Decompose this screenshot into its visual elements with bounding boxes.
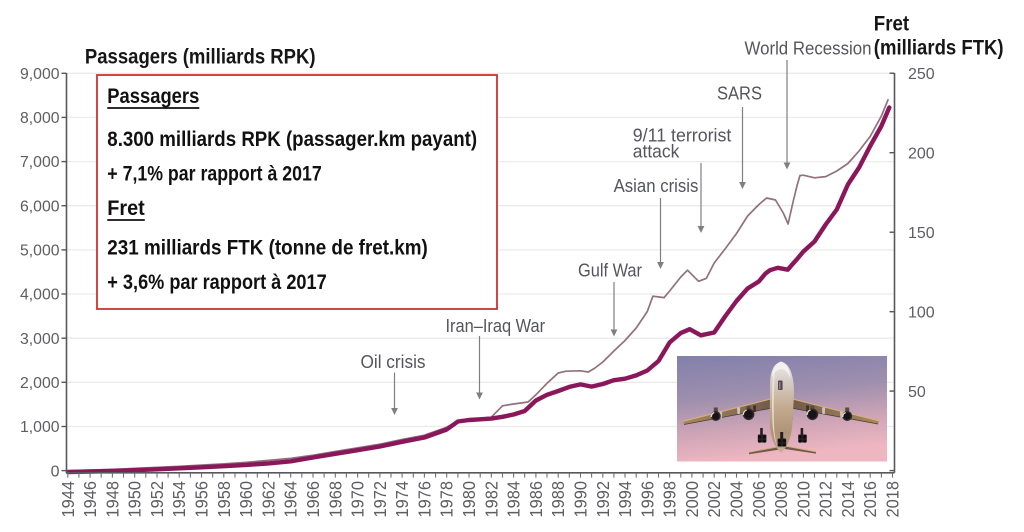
svg-text:2018: 2018	[883, 481, 903, 518]
svg-text:1982: 1982	[481, 481, 501, 518]
svg-text:100: 100	[908, 304, 935, 321]
svg-text:1,000: 1,000	[20, 419, 60, 436]
svg-text:(milliards FTK): (milliards FTK)	[874, 37, 1004, 60]
svg-text:2004: 2004	[727, 481, 747, 518]
svg-text:SARS: SARS	[717, 84, 762, 104]
svg-text:2012: 2012	[816, 481, 836, 518]
svg-text:1988: 1988	[548, 481, 568, 518]
svg-text:231 milliards FTK (tonne de fr: 231 milliards FTK (tonne de fret.km)	[107, 237, 428, 260]
svg-text:+ 7,1% par rapport à 2017: + 7,1% par rapport à 2017	[107, 163, 321, 186]
svg-text:250: 250	[908, 66, 935, 83]
svg-text:150: 150	[908, 225, 935, 242]
svg-text:1984: 1984	[504, 481, 524, 518]
svg-text:1972: 1972	[370, 481, 390, 518]
svg-text:Fret: Fret	[874, 13, 909, 36]
svg-text:1962: 1962	[258, 481, 278, 518]
svg-text:Fret: Fret	[107, 197, 145, 220]
svg-text:Iran–Iraq War: Iran–Iraq War	[446, 316, 546, 336]
svg-text:1956: 1956	[192, 481, 212, 518]
svg-text:1946: 1946	[80, 481, 100, 518]
svg-text:2008: 2008	[771, 481, 791, 518]
svg-text:1948: 1948	[102, 481, 122, 518]
svg-text:+ 3,6% par rapport à 2017: + 3,6% par rapport à 2017	[107, 271, 326, 294]
svg-text:1952: 1952	[147, 481, 167, 518]
svg-text:1990: 1990	[571, 481, 591, 518]
svg-text:1958: 1958	[214, 481, 234, 518]
svg-text:Passagers (milliards RPK): Passagers (milliards RPK)	[85, 45, 316, 69]
svg-text:200: 200	[908, 145, 935, 162]
svg-text:2000: 2000	[682, 481, 702, 518]
svg-text:1954: 1954	[169, 481, 189, 518]
svg-text:1976: 1976	[414, 481, 434, 518]
svg-text:1980: 1980	[459, 481, 479, 518]
svg-text:attack: attack	[633, 142, 680, 162]
svg-text:1966: 1966	[303, 481, 323, 518]
svg-text:1996: 1996	[637, 481, 657, 518]
svg-text:1978: 1978	[437, 481, 457, 518]
svg-text:1986: 1986	[526, 481, 546, 518]
svg-text:0: 0	[51, 463, 60, 480]
svg-text:1944: 1944	[58, 481, 78, 518]
svg-text:2,000: 2,000	[20, 375, 60, 392]
svg-text:1992: 1992	[593, 481, 613, 518]
svg-text:1974: 1974	[392, 481, 412, 518]
svg-text:1950: 1950	[125, 481, 145, 518]
svg-text:1970: 1970	[348, 481, 368, 518]
svg-text:1998: 1998	[660, 481, 680, 518]
svg-text:5,000: 5,000	[20, 243, 60, 260]
svg-text:9/11 terrorist: 9/11 terrorist	[633, 126, 732, 146]
svg-text:6,000: 6,000	[20, 198, 60, 215]
svg-text:2014: 2014	[838, 481, 858, 518]
svg-text:3,000: 3,000	[20, 331, 60, 348]
svg-text:1968: 1968	[325, 481, 345, 518]
svg-text:Oil crisis: Oil crisis	[361, 352, 426, 372]
svg-text:8.300 milliards RPK (passager.: 8.300 milliards RPK (passager.km payant)	[107, 128, 477, 151]
svg-text:4,000: 4,000	[20, 287, 60, 304]
svg-text:Gulf War: Gulf War	[578, 261, 642, 281]
svg-text:9,000: 9,000	[20, 66, 60, 83]
svg-text:1964: 1964	[281, 481, 301, 518]
svg-text:1960: 1960	[236, 481, 256, 518]
svg-text:7,000: 7,000	[20, 154, 60, 171]
svg-text:2002: 2002	[704, 481, 724, 518]
svg-text:2010: 2010	[793, 481, 813, 518]
svg-text:8,000: 8,000	[20, 110, 60, 127]
svg-text:Passagers: Passagers	[107, 85, 199, 108]
svg-text:2016: 2016	[860, 481, 880, 518]
svg-text:50: 50	[908, 384, 926, 401]
svg-text:Asian crisis: Asian crisis	[614, 176, 699, 196]
svg-text:1994: 1994	[615, 481, 635, 518]
svg-text:World Recession: World Recession	[745, 39, 872, 59]
svg-text:2006: 2006	[749, 481, 769, 518]
